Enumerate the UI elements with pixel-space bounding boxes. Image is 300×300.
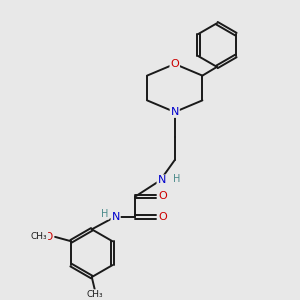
Text: H: H	[101, 209, 109, 219]
Text: N: N	[112, 212, 120, 222]
Text: H: H	[172, 174, 180, 184]
Text: O: O	[44, 232, 52, 242]
Text: O: O	[170, 59, 179, 69]
Text: O: O	[159, 191, 167, 201]
Text: N: N	[171, 107, 179, 117]
Text: CH₃: CH₃	[86, 290, 103, 299]
Text: N: N	[158, 176, 166, 185]
Text: CH₃: CH₃	[31, 232, 47, 242]
Text: O: O	[159, 212, 167, 222]
